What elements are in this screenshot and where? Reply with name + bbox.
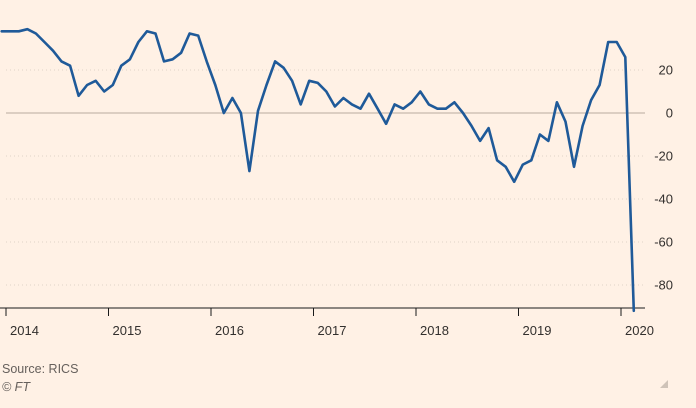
axes: 20 0 -20 -40 -60 -80 2014 2015 2016 2017 2018 2019 2… xyxy=(0,63,673,338)
x-tick-label: 2017 xyxy=(318,323,347,338)
y-tick-label: -20 xyxy=(654,149,673,164)
y-tick-label: -80 xyxy=(654,278,673,293)
y-tick-label: 0 xyxy=(666,106,673,121)
x-tick-label: 2019 xyxy=(523,323,552,338)
x-tick-label: 2016 xyxy=(215,323,244,338)
y-tick-label: -40 xyxy=(654,192,673,207)
source-note: Source: RICS xyxy=(2,362,79,376)
x-tick-label: 2015 xyxy=(113,323,142,338)
series-layer xyxy=(0,27,636,313)
y-tick-label: 20 xyxy=(659,63,673,78)
x-tick-label: 2020 xyxy=(625,323,654,338)
y-tick-label: -60 xyxy=(654,235,673,250)
ft-credit: © FT xyxy=(2,380,30,394)
series-line-0 xyxy=(0,27,636,313)
x-tick-label: 2014 xyxy=(10,323,39,338)
x-tick-label: 2018 xyxy=(420,323,449,338)
chart: 20 0 -20 -40 -60 -80 2014 2015 2016 2017 2018 2019 2… xyxy=(0,27,673,338)
resize-grip-icon xyxy=(660,380,668,388)
gridlines xyxy=(6,69,645,286)
